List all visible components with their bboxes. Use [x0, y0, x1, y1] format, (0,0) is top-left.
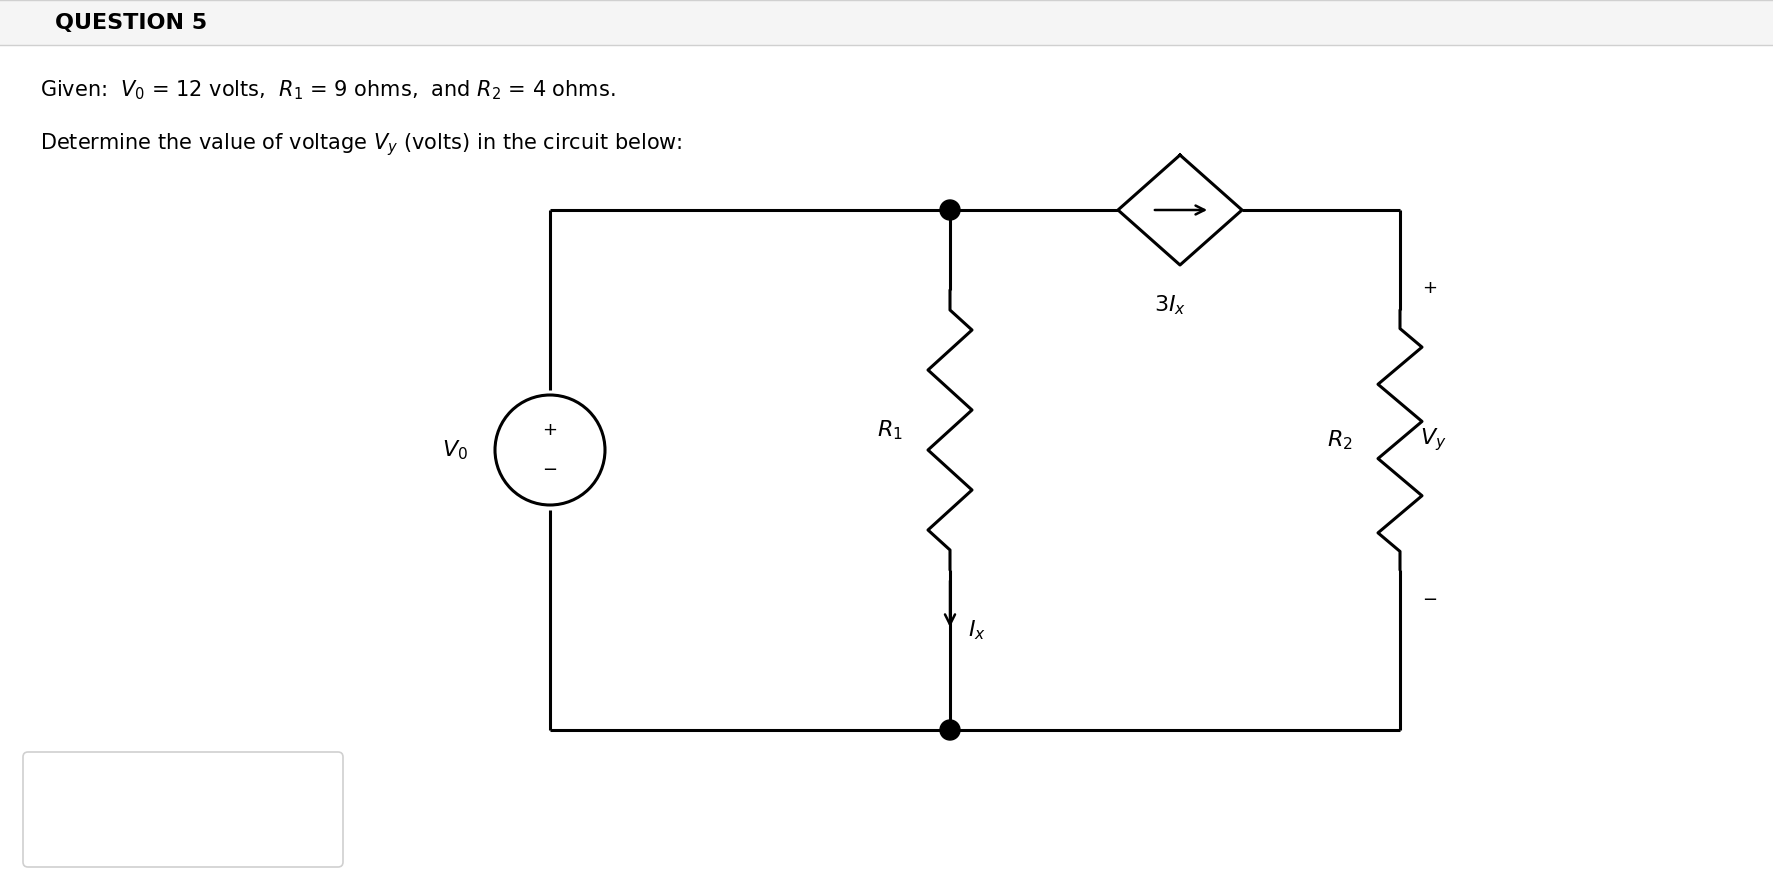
Text: $3I_x$: $3I_x$	[1154, 293, 1186, 317]
Text: $R_2$: $R_2$	[1326, 428, 1353, 452]
Circle shape	[940, 200, 959, 220]
Text: $V_0$: $V_0$	[441, 438, 468, 462]
Text: Given:  $V_0$ = 12 volts,  $R_1$ = 9 ohms,  and $R_2$ = 4 ohms.: Given: $V_0$ = 12 volts, $R_1$ = 9 ohms,…	[41, 78, 615, 101]
FancyBboxPatch shape	[0, 0, 1773, 45]
Circle shape	[940, 720, 959, 740]
Text: +: +	[1422, 279, 1436, 297]
Text: +: +	[543, 421, 557, 439]
FancyBboxPatch shape	[23, 752, 342, 867]
Text: $R_1$: $R_1$	[876, 418, 902, 441]
Text: QUESTION 5: QUESTION 5	[55, 12, 207, 33]
Text: −: −	[543, 461, 557, 479]
Text: $V_y$: $V_y$	[1418, 426, 1445, 453]
Text: $I_x$: $I_x$	[968, 619, 986, 642]
Text: Determine the value of voltage $V_y$ (volts) in the circuit below:: Determine the value of voltage $V_y$ (vo…	[41, 132, 683, 158]
Text: −: −	[1422, 591, 1436, 609]
